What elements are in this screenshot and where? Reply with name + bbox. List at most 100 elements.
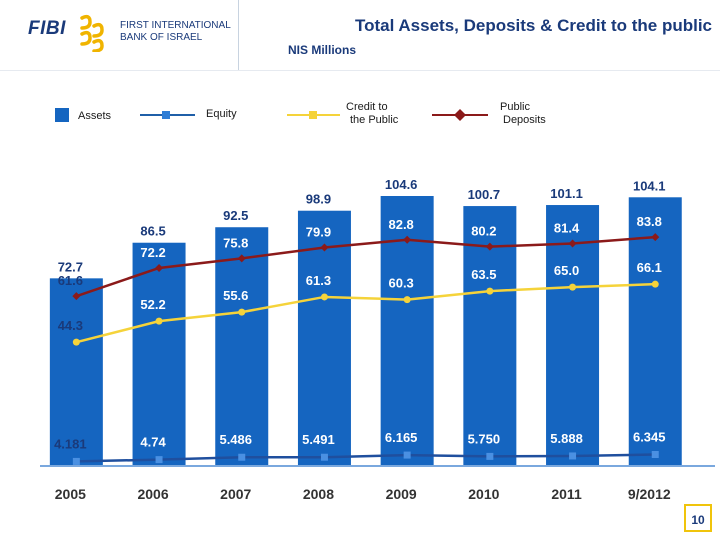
data-labels: 72.7 86.5 92.5 98.9 104.6 100.7 101.1 104.1 61.6… (54, 177, 665, 451)
x-tick-label: 2009 (386, 486, 417, 502)
x-tick-label: 9/2012 (628, 486, 671, 502)
assets-value-label: 104.1 (633, 178, 666, 193)
equity-value-label: 6.345 (633, 429, 666, 444)
deposits-point (72, 292, 81, 301)
equity-point (651, 450, 659, 458)
header-divider-horizontal (0, 70, 720, 71)
credit-point (320, 293, 328, 301)
legend-equity-label: Equity (206, 108, 237, 120)
legend-credit-line2: the Public (350, 114, 399, 126)
assets-bars (49, 196, 682, 466)
legend-swatches (55, 108, 488, 122)
equity-value-label: 5.888 (550, 431, 583, 446)
legend-deposits-line2: Deposits (503, 114, 546, 126)
assets-value-label: 92.5 (223, 208, 248, 223)
equity-point (155, 456, 163, 464)
legend-equity-marker (162, 111, 170, 119)
deposits-point (485, 242, 494, 251)
equity-value-label: 4.74 (140, 435, 166, 450)
legend-deposits-marker (454, 109, 466, 121)
assets-value-label: 72.7 (58, 259, 83, 274)
credit-line (76, 282, 656, 344)
equity-value-label: 5.486 (219, 432, 252, 447)
credit-value-label: 61.3 (306, 273, 331, 288)
x-tick-label: 2008 (303, 486, 334, 502)
assets-bar (49, 278, 103, 466)
series-lines (72, 233, 660, 465)
legend-assets-label: Assets (78, 110, 112, 122)
x-tick-label: 2010 (468, 486, 499, 502)
legend-deposits-line1: Public (500, 101, 530, 113)
credit-value-label: 52.2 (140, 297, 165, 312)
deposits-point (237, 254, 246, 263)
brand-line1: FIRST INTERNATIONAL (120, 20, 231, 31)
deposits-point (651, 233, 660, 242)
brand-logo: FIBI FIRST INTERNATIONAL BANK OF ISRAEL (0, 0, 238, 70)
deposits-point (320, 243, 329, 252)
credit-point (651, 280, 659, 288)
deposits-line (75, 235, 656, 298)
assets-value-label: 101.1 (550, 186, 583, 201)
assets-value-label: 100.7 (468, 187, 501, 202)
credit-point (238, 308, 246, 316)
page-number: 10 (684, 504, 712, 532)
brand-name: FIRST INTERNATIONAL BANK OF ISRAEL (120, 20, 231, 44)
deposits-point (568, 239, 577, 248)
deposits-value-label: 79.9 (306, 224, 331, 239)
credit-value-label: 66.1 (637, 260, 662, 275)
assets-value-label: 104.6 (385, 177, 418, 192)
deposits-value-label: 81.4 (554, 220, 580, 235)
credit-point (486, 287, 494, 295)
legend-credit-marker (309, 111, 317, 119)
logo-mark-icon (80, 14, 104, 52)
assets-value-label: 98.9 (306, 192, 331, 207)
legend-assets-swatch (55, 108, 69, 122)
equity-point (238, 453, 246, 461)
credit-value-label: 44.3 (58, 318, 83, 333)
header-divider-vertical (238, 0, 239, 70)
equity-point (403, 451, 411, 459)
brand-short: FIBI (28, 18, 66, 39)
deposits-value-label: 75.8 (223, 235, 248, 250)
assets-bar (132, 242, 186, 466)
deposits-value-label: 61.6 (58, 273, 83, 288)
equity-value-label: 4.181 (54, 436, 87, 451)
credit-point (403, 296, 411, 304)
legend-deposits-label: Public Deposits (500, 101, 546, 127)
x-axis: 2005 2006 2007 2008 2009 2010 2011 9/2012 (40, 465, 715, 502)
legend-credit-line1: Credit to (346, 101, 388, 113)
equity-value-label: 5.750 (468, 431, 501, 446)
equity-point (486, 452, 494, 460)
credit-value-label: 65.0 (554, 263, 579, 278)
assets-value-label: 86.5 (140, 224, 165, 239)
deposits-value-label: 72.2 (140, 245, 165, 260)
credit-point (569, 283, 577, 291)
credit-value-label: 63.5 (471, 267, 496, 282)
x-tick-label: 2011 (551, 486, 582, 502)
equity-point (72, 457, 80, 465)
deposits-point (155, 263, 164, 272)
deposits-value-label: 80.2 (471, 224, 496, 239)
assets-bar (628, 197, 682, 466)
equity-value-label: 5.491 (302, 432, 335, 447)
page-subtitle: NIS Millions (288, 43, 357, 57)
deposits-value-label: 82.8 (388, 217, 413, 232)
brand-line2: BANK OF ISRAEL (120, 32, 203, 43)
legend-credit-label: Credit to the Public (346, 101, 398, 127)
equity-point (569, 452, 577, 460)
x-tick-label: 2006 (137, 486, 168, 502)
credit-value-label: 55.6 (223, 288, 248, 303)
assets-bar (297, 210, 351, 466)
x-tick-label: 2005 (55, 486, 86, 502)
credit-point (72, 338, 80, 346)
equity-value-label: 6.165 (385, 430, 418, 445)
assets-bar (546, 205, 600, 466)
deposits-point (403, 235, 412, 244)
equity-line (76, 453, 656, 463)
equity-point (320, 453, 328, 461)
page-title: Total Assets, Deposits & Credit to the p… (354, 16, 712, 35)
credit-value-label: 60.3 (388, 276, 413, 291)
assets-bar (215, 227, 269, 466)
x-tick-label: 2007 (220, 486, 251, 502)
